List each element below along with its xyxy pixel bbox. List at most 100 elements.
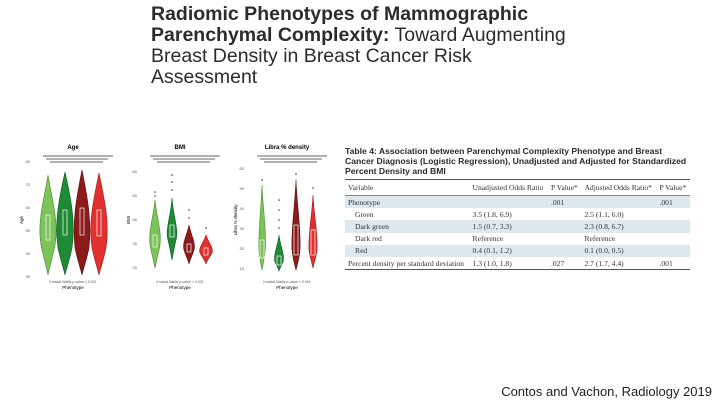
violin-green xyxy=(39,174,57,276)
table-cell: .001 xyxy=(656,256,690,271)
y-tick: 60 xyxy=(133,169,138,174)
table-cell: 1.3 (1.0, 1.8) xyxy=(469,256,548,271)
violin-red xyxy=(308,194,318,269)
table-cell xyxy=(548,233,581,245)
y-tick: 70 xyxy=(26,182,31,187)
table-cell xyxy=(547,244,582,257)
violin-plot-bmi: BMI 60 50 40 30 20 BMI xyxy=(125,140,230,290)
plot-title: Age xyxy=(67,145,79,151)
p-value-note: Kruskal-Wallis p-value < 0.001 xyxy=(49,280,96,284)
boxplot xyxy=(186,243,192,253)
boxplot xyxy=(310,229,316,256)
table-cell: Dark green xyxy=(345,220,470,233)
outlier-point xyxy=(188,209,190,211)
table-cell: Red xyxy=(345,244,470,257)
table-row: Green 3.5 (1.8, 6.9) 2.5 (1.1, 6.0) xyxy=(345,208,690,220)
table-cell xyxy=(469,195,548,209)
boxplot xyxy=(276,255,282,266)
boxplot xyxy=(62,209,68,236)
results-table: Table 4: Association between Parenchymal… xyxy=(345,146,690,271)
y-tick: 60 xyxy=(240,166,245,171)
table-cell xyxy=(656,233,690,245)
boxplot xyxy=(293,224,299,256)
outlier-point xyxy=(278,209,280,211)
table-cell: Dark red xyxy=(355,234,382,244)
table-cell: 2.7 (1.7, 4.4) xyxy=(581,256,657,271)
boxplot xyxy=(79,207,85,236)
boxplot xyxy=(203,247,209,256)
table-cell: 0.4 (0.1, 1.2) xyxy=(469,244,548,257)
table-header-row: Variable Unadjusted Odds Ratio P Value* … xyxy=(345,179,690,196)
outlier-point xyxy=(312,187,314,189)
table-cell: Percent density per standard deviation xyxy=(345,256,470,271)
table-cell: 0.1 (0.0, 0.5) xyxy=(581,244,657,257)
boxplot xyxy=(259,239,265,259)
y-tick: 40 xyxy=(26,251,31,256)
violin-dark-green xyxy=(56,171,74,276)
x-axis-label: Phenotype xyxy=(62,285,84,290)
table-cell: .001 xyxy=(547,195,582,209)
violin-dark-green xyxy=(166,197,178,261)
table-cell: 2.5 (1.1, 6.0) xyxy=(584,209,624,219)
y-tick: 30 xyxy=(133,241,138,246)
outlier-point xyxy=(278,199,280,201)
table-row: Phenotype .001 .001 xyxy=(345,195,690,209)
outlier-point xyxy=(188,217,190,219)
outlier-point xyxy=(154,195,156,197)
boxplot xyxy=(152,234,158,248)
table-cell: Reference xyxy=(584,234,616,244)
title-line-3: Breast Density in Breast Cancer Risk Ass… xyxy=(151,45,472,88)
y-axis-label: Age xyxy=(19,216,24,225)
y-tick: 30 xyxy=(26,274,31,279)
table-row: Dark red Reference Reference xyxy=(345,233,690,245)
plot-title: BMI xyxy=(175,145,186,151)
table-row: Dark green 1.5 (0.7, 3.3) 2.3 (0.8, 6.7) xyxy=(345,220,690,233)
title-line-2: Parenchymal Complexity: Toward Augmentin… xyxy=(151,24,566,46)
y-tick: 40 xyxy=(240,206,245,211)
x-axis-label: Phenotype xyxy=(276,285,298,290)
y-tick: 50 xyxy=(240,186,245,191)
odds-ratio-table: Variable Unadjusted Odds Ratio P Value* … xyxy=(345,179,690,271)
violin-dark-red xyxy=(73,169,91,276)
column-header: Unadjusted Odds Ratio xyxy=(469,179,548,196)
y-tick: 60 xyxy=(26,205,31,210)
y-tick: 50 xyxy=(133,193,138,198)
table-cell xyxy=(548,208,581,220)
boxplot xyxy=(45,214,51,241)
violin-dark-green xyxy=(274,234,284,272)
violin-plot-age: Age 80 70 60 50 40 30 Age Kruskal-Wallis… xyxy=(18,140,123,290)
y-axis-label: Libra % density xyxy=(233,204,238,236)
boxplot xyxy=(169,224,175,238)
violin-red xyxy=(199,233,213,265)
outlier-point xyxy=(171,189,173,191)
table-cell xyxy=(581,195,657,209)
y-tick: 40 xyxy=(133,217,138,222)
table-cell xyxy=(656,244,690,257)
table-cell: 3.5 (1.8, 6.9) xyxy=(472,209,512,219)
violin-plot-libra-density: Libra % density 60 50 40 30 20 10 Libra … xyxy=(232,140,337,290)
boxplot xyxy=(96,209,102,237)
plot-title: Libra % density xyxy=(265,145,310,151)
y-tick: 80 xyxy=(26,159,31,164)
outlier-point xyxy=(278,227,280,229)
outlier-point xyxy=(261,179,263,181)
violin-green xyxy=(149,199,161,269)
y-tick: 20 xyxy=(133,265,138,270)
table-cell xyxy=(547,220,582,233)
table-cell xyxy=(656,208,690,220)
table-cell: .001 xyxy=(656,195,690,209)
y-tick: 10 xyxy=(240,266,245,271)
violin-dark-red xyxy=(183,224,195,265)
citation-credit: Contos and Vachon, Radiology 2019 xyxy=(501,384,712,399)
column-header: P Value* xyxy=(656,179,690,196)
column-header: P Value* xyxy=(547,179,582,196)
table-cell: Green xyxy=(355,209,374,219)
title-line-1: Radiomic Phenotypes of Mammographic xyxy=(151,3,529,25)
outlier-point xyxy=(171,181,173,183)
y-tick: 20 xyxy=(240,246,245,251)
outlier-point xyxy=(295,173,297,175)
outlier-point xyxy=(205,227,207,229)
y-axis-label: BMI xyxy=(126,216,131,224)
table-cell: Reference xyxy=(472,234,504,244)
table-title: Table 4: Association between Parenchymal… xyxy=(345,146,687,176)
